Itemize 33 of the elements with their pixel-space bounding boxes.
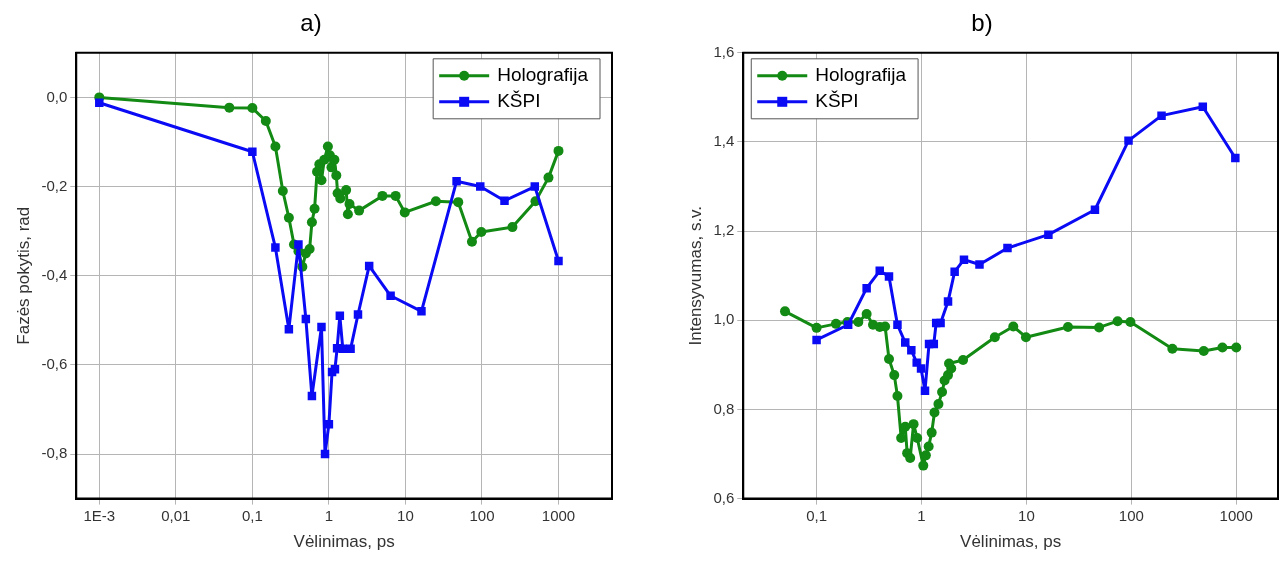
legend-label: Holografija (497, 64, 589, 86)
x-tick-label: 1 (324, 506, 334, 524)
y-tick-label: 0,0 (46, 87, 68, 105)
y-tick-label: -0,4 (41, 265, 68, 283)
y-tick-label: 1,2 (713, 221, 735, 239)
y-tick-label: 1,4 (713, 132, 735, 150)
y-tick-label: -0,8 (41, 444, 68, 462)
legend-label: KŠPI (815, 90, 859, 112)
x-axis-title: Vėlinimas, ps (293, 532, 395, 552)
x-tick-label: 0,1 (241, 506, 263, 524)
x-tick-label: 10 (1018, 506, 1035, 524)
chart-title: a) (300, 9, 322, 37)
x-tick-label: 0,01 (161, 506, 191, 524)
y-tick-label: 0,6 (713, 488, 735, 506)
x-tick-label: 1000 (541, 506, 576, 524)
legend-label: Holografija (815, 64, 907, 86)
y-tick-label: 1,0 (713, 310, 735, 328)
y-axis-title: Fazės pokytis, rad (13, 206, 33, 345)
legend-label: KŠPI (497, 90, 541, 112)
y-tick-label: -0,2 (41, 176, 68, 194)
x-tick-label: 1E-3 (83, 506, 116, 524)
x-axis-title: Vėlinimas, ps (960, 532, 1062, 552)
y-axis-title: Intensyvumas, s.v. (685, 205, 705, 346)
x-tick-label: 0,1 (806, 506, 828, 524)
x-tick-label: 100 (469, 506, 495, 524)
chart-title: b) (971, 9, 993, 37)
x-tick-label: 10 (397, 506, 414, 524)
y-tick-label: 0,8 (713, 399, 735, 417)
y-tick-label: 1,6 (713, 42, 735, 60)
x-tick-label: 100 (1118, 506, 1144, 524)
y-tick-label: -0,6 (41, 355, 68, 372)
x-tick-label: 1000 (1219, 506, 1253, 524)
x-tick-label: 1 (917, 506, 926, 524)
